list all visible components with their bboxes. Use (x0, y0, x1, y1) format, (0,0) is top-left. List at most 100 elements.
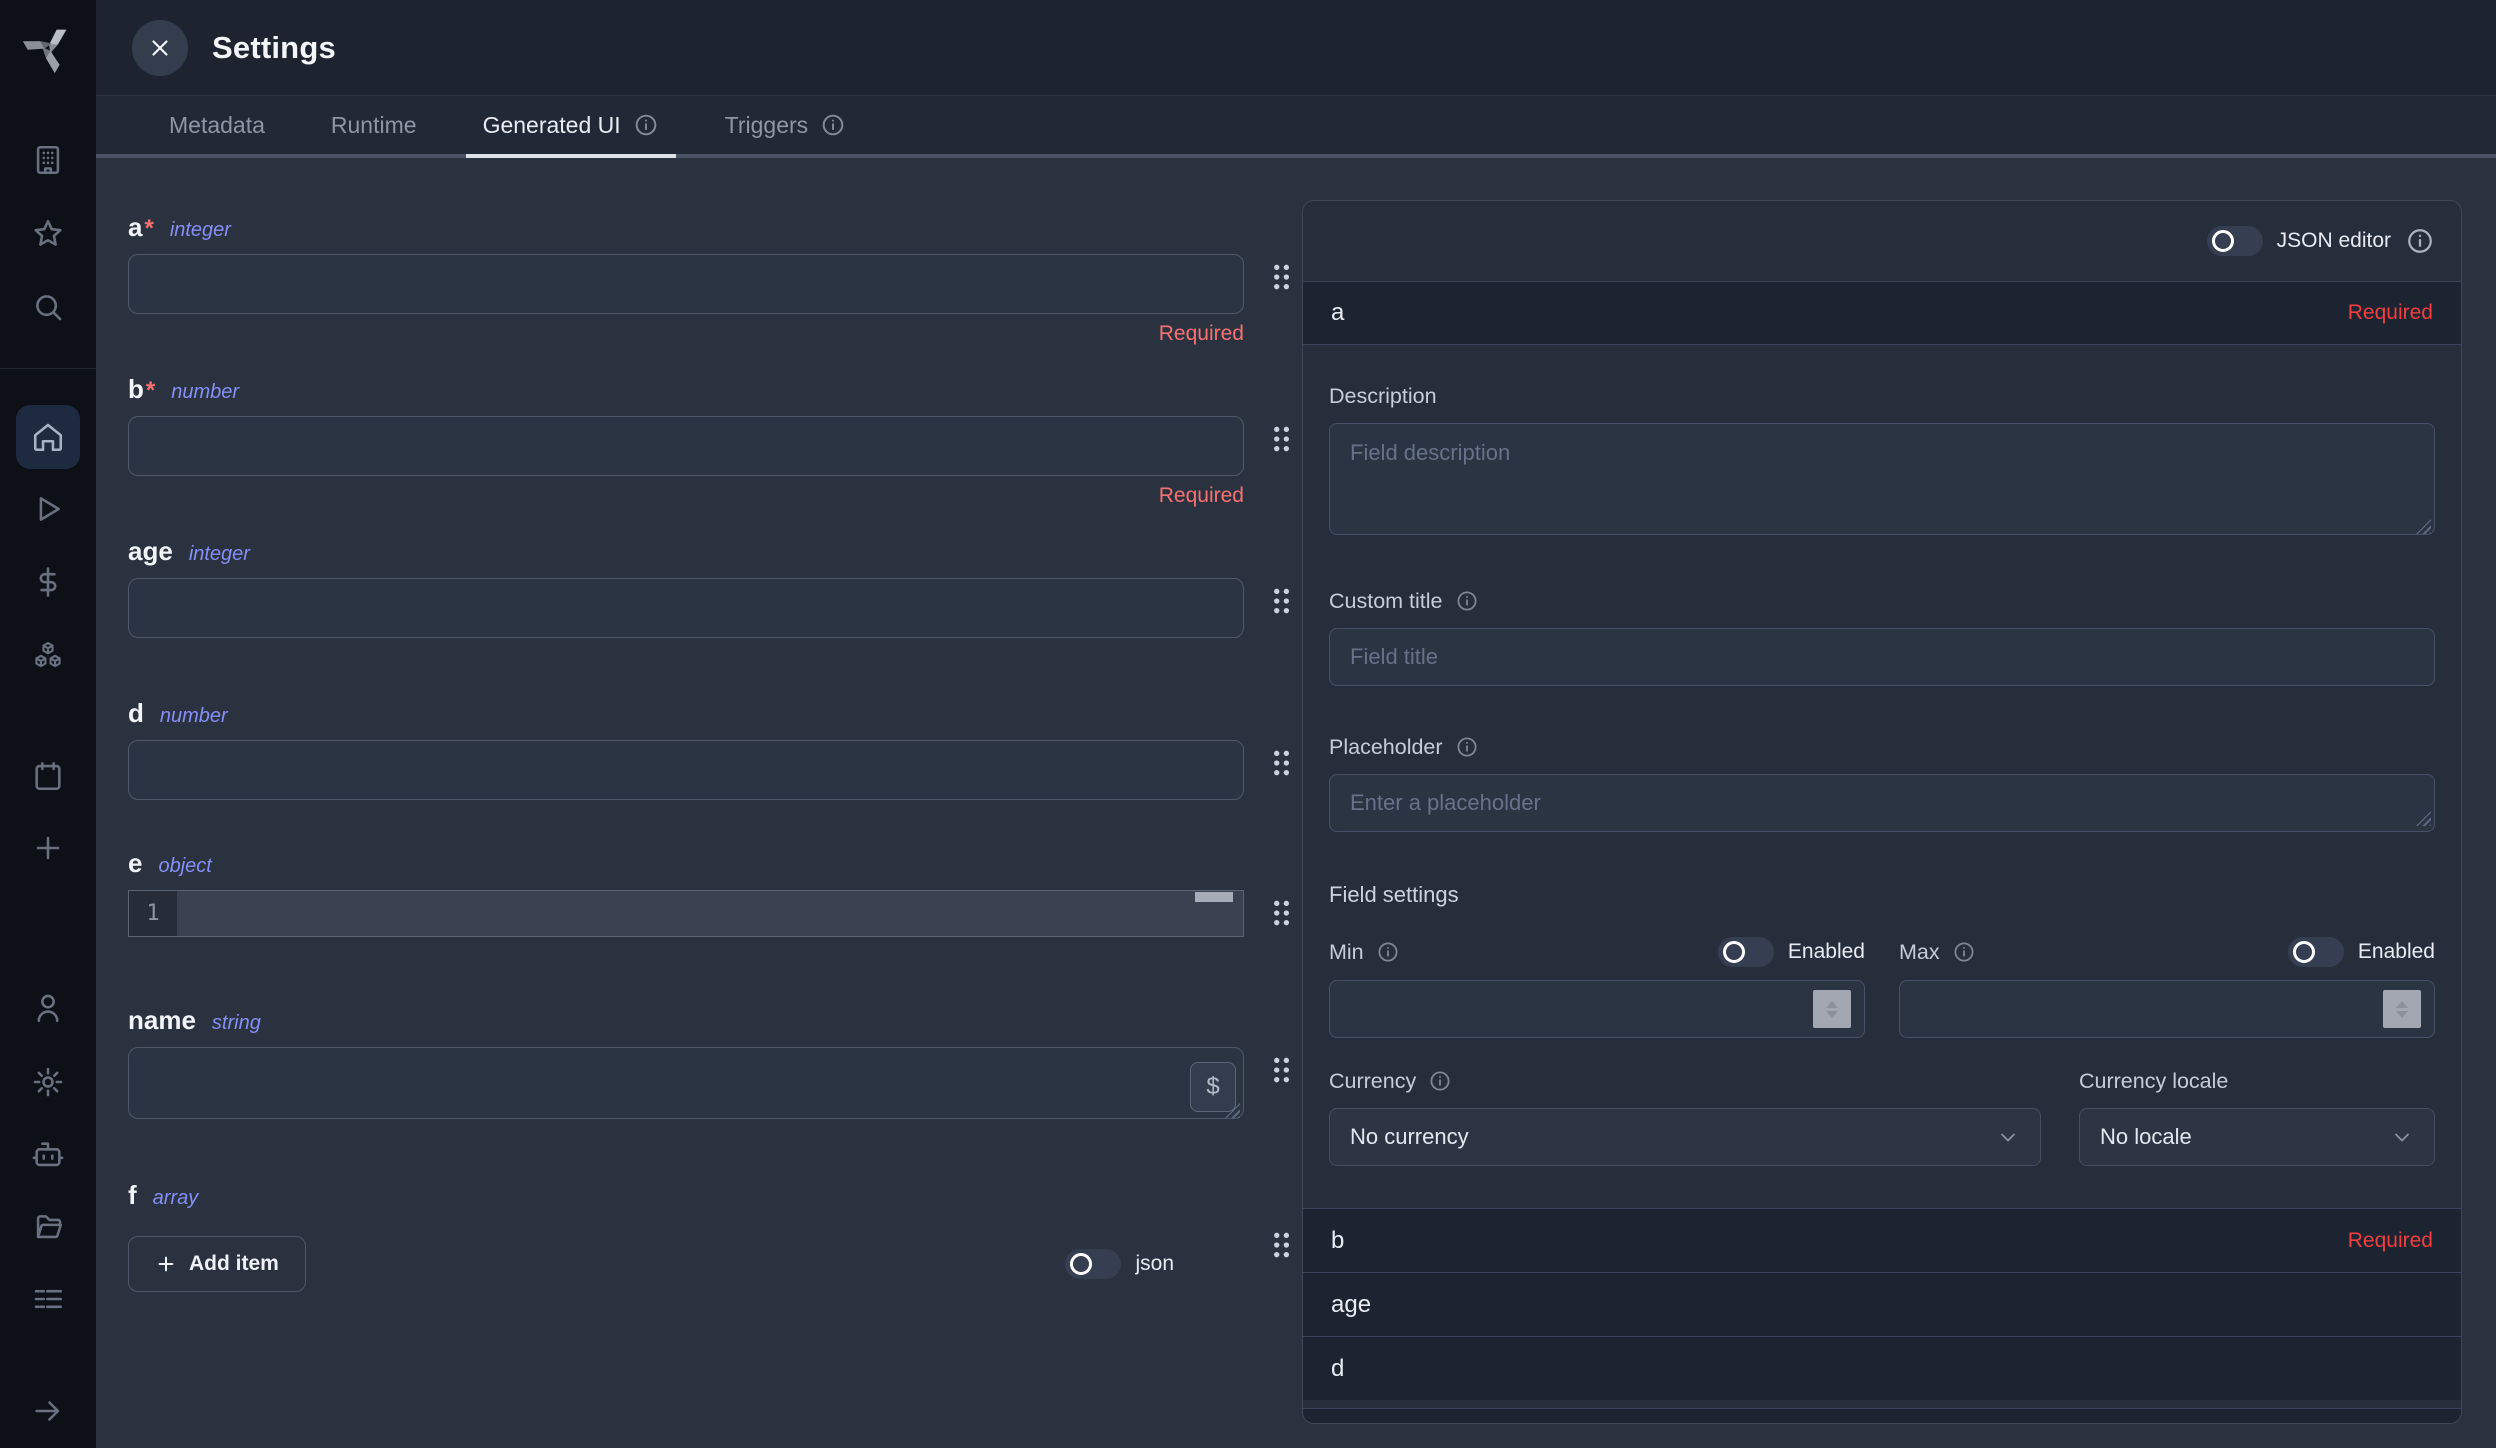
field-type: integer (169, 219, 231, 241)
spinner-down-icon (2396, 1010, 2408, 1018)
play-icon (31, 492, 65, 526)
sidebar-expand[interactable] (31, 1394, 65, 1428)
panel-row-d[interactable]: d (1303, 1336, 2461, 1400)
calendar-icon (31, 759, 65, 793)
close-icon (147, 35, 173, 61)
info-icon[interactable] (2405, 226, 2435, 256)
json-editor-label: JSON editor (2276, 229, 2391, 252)
tab-label: Runtime (330, 111, 417, 138)
form-field-f: f array Add item json (128, 1180, 1294, 1292)
number-spinner[interactable] (2383, 990, 2421, 1028)
info-icon (633, 112, 659, 138)
form-field-name: name string $ (128, 1005, 1294, 1124)
chevron-down-icon (2390, 1125, 2414, 1149)
currency-grid: Currency No currency Currenc (1329, 1066, 2435, 1208)
field-name-textarea[interactable] (128, 1047, 1244, 1119)
field-name: e (128, 848, 143, 878)
star-icon (31, 217, 65, 251)
currency-locale-select[interactable]: No locale (2079, 1108, 2435, 1166)
panel-row-label: d (1331, 1354, 1345, 1382)
grip-icon (1270, 262, 1292, 292)
sidebar-item-building[interactable] (31, 143, 65, 177)
sidebar-item-favorites[interactable] (31, 217, 65, 251)
sidebar-item-runs[interactable] (31, 492, 65, 526)
tab-triggers[interactable]: Triggers (708, 96, 864, 154)
drag-handle[interactable] (1270, 424, 1292, 454)
variable-picker-button[interactable]: $ (1190, 1062, 1236, 1112)
custom-title-input[interactable] (1329, 628, 2435, 686)
locale-value: No locale (2100, 1124, 2192, 1149)
required-mark: * (145, 377, 156, 404)
drag-handle[interactable] (1270, 262, 1292, 292)
spinner-up-icon (2396, 1000, 2408, 1008)
plus-icon (31, 831, 65, 865)
sidebar-item-user[interactable] (31, 991, 65, 1025)
field-name: name (128, 1005, 196, 1035)
tab-metadata[interactable]: Metadata (152, 96, 282, 154)
panel-row-label: age (1331, 1290, 1372, 1318)
drag-handle[interactable] (1270, 1230, 1292, 1260)
field-e-json-editor[interactable]: 1 (128, 890, 1244, 937)
field-age-input[interactable] (128, 578, 1244, 638)
sidebar-item-workers[interactable] (31, 1138, 65, 1172)
min-enabled-toggle[interactable] (1717, 937, 1774, 967)
tab-label: Metadata (169, 111, 265, 138)
toggle-knob (1070, 1253, 1093, 1275)
info-icon[interactable] (1376, 940, 1400, 964)
field-b-input[interactable] (128, 416, 1244, 476)
drag-handle[interactable] (1270, 1055, 1292, 1085)
tab-generated-ui[interactable]: Generated UI (465, 96, 676, 158)
info-icon[interactable] (1428, 1069, 1452, 1093)
panel-row-age[interactable]: age (1303, 1272, 2461, 1336)
sidebar-item-create[interactable] (31, 831, 65, 865)
sidebar-item-settings[interactable] (31, 1065, 65, 1099)
number-spinner[interactable] (1813, 990, 1851, 1028)
min-value-input[interactable] (1329, 980, 1865, 1038)
info-icon[interactable] (1455, 589, 1479, 613)
max-label: Max (1899, 939, 1940, 964)
sidebar-item-schedules[interactable] (31, 759, 65, 793)
add-item-label: Add item (189, 1252, 279, 1275)
drag-handle[interactable] (1270, 586, 1292, 616)
panel-row-gap (1303, 1400, 2461, 1408)
max-enabled-toggle[interactable] (2287, 937, 2344, 967)
currency-select[interactable]: No currency (1329, 1108, 2041, 1166)
field-type: number (159, 705, 228, 727)
panel-row-b[interactable]: b Required (1303, 1208, 2461, 1272)
field-header: name string (128, 1005, 1294, 1037)
field-header: a * integer (128, 212, 1294, 244)
sidebar-item-logs[interactable] (31, 1282, 65, 1316)
info-icon (820, 112, 846, 138)
description-textarea[interactable] (1329, 423, 2435, 535)
field-a-input[interactable] (128, 254, 1244, 314)
sidebar-item-home[interactable] (16, 405, 80, 469)
add-item-button[interactable]: Add item (128, 1236, 306, 1292)
editor-scrollbar-thumb[interactable] (1195, 892, 1233, 902)
panel-row-a[interactable]: a Required (1303, 281, 2461, 345)
plus-icon (155, 1253, 177, 1275)
drag-handle[interactable] (1270, 898, 1292, 928)
sidebar-item-variables[interactable] (31, 565, 65, 599)
drag-handle[interactable] (1270, 748, 1292, 778)
sidebar-item-resources[interactable] (31, 639, 65, 673)
min-enabled-label: Enabled (1787, 940, 1865, 963)
sidebar-item-search[interactable] (31, 290, 65, 324)
json-toggle[interactable] (1065, 1249, 1122, 1279)
info-icon[interactable] (1455, 735, 1479, 759)
close-button[interactable] (132, 19, 188, 76)
sidebar (0, 0, 96, 1448)
info-icon[interactable] (1952, 940, 1976, 964)
placeholder-input[interactable] (1329, 774, 2435, 832)
json-editor-toggle[interactable] (2206, 226, 2263, 256)
generated-ui-form: a * integer Required b * number (128, 158, 1294, 1448)
max-value-input[interactable] (1899, 980, 2435, 1038)
sidebar-item-folders[interactable] (31, 1210, 65, 1244)
tab-runtime[interactable]: Runtime (314, 96, 434, 154)
field-header: d number (128, 698, 1294, 730)
placeholder-label-row: Placeholder (1329, 732, 2435, 762)
grip-icon (1270, 424, 1292, 454)
field-name: a (128, 212, 143, 242)
field-d-input[interactable] (128, 740, 1244, 800)
arrow-right-icon (31, 1394, 65, 1428)
